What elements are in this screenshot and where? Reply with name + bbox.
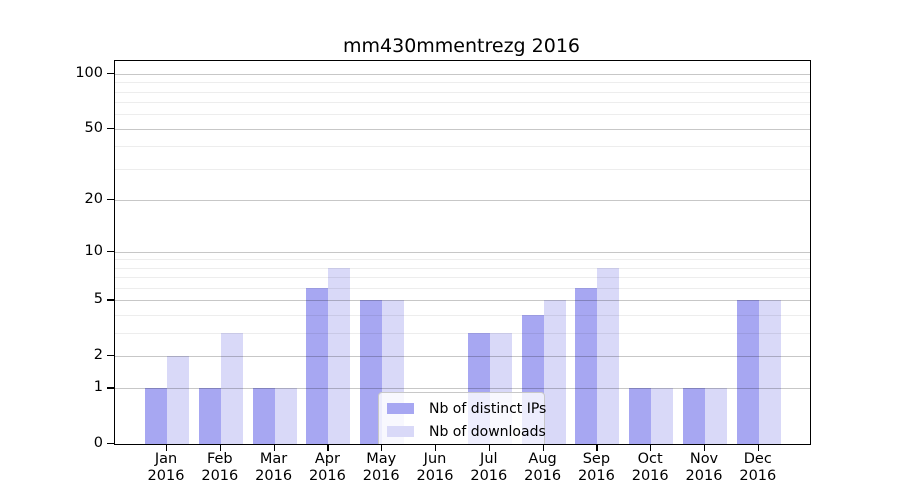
- x-label-feb: Feb 2016: [201, 451, 239, 484]
- x-label-jan: Jan 2016: [147, 451, 185, 484]
- x-label-nov: Nov 2016: [685, 451, 723, 484]
- y-tick-100: [107, 72, 114, 75]
- y-tick-label-5: 5: [93, 291, 103, 308]
- y-tick-label-50: 50: [84, 119, 103, 136]
- bar-downloads-dec: [758, 300, 781, 444]
- gridline-minor-40: [115, 146, 810, 148]
- x-tick-nov: [704, 444, 706, 451]
- gridline-minor-30: [115, 168, 810, 170]
- y-tick-label-100: 100: [75, 64, 103, 81]
- x-label-jul: Jul 2016: [470, 451, 508, 484]
- bar-distinct_ips-nov: [683, 388, 705, 444]
- gridline-major-10: [115, 251, 810, 253]
- bar-distinct_ips-oct: [629, 388, 652, 444]
- bar-downloads-apr: [328, 267, 351, 444]
- gridline-minor-9: [115, 259, 810, 261]
- bar-downloads-feb: [220, 332, 243, 444]
- bar-distinct_ips-dec: [736, 300, 759, 444]
- bar-downloads-jan: [167, 355, 189, 444]
- y-tick-0: [107, 443, 114, 445]
- gridline-minor-80: [115, 91, 810, 93]
- chart-title: mm430mmentrezg 2016: [343, 35, 580, 57]
- gridline-major-5: [115, 300, 810, 302]
- x-tick-dec: [757, 444, 760, 451]
- gridline-major-50: [115, 128, 810, 130]
- bar-downloads-oct: [651, 388, 674, 444]
- gridline-major-1: [115, 388, 810, 390]
- gridline-major-2: [115, 355, 810, 357]
- y-tick-5: [107, 299, 114, 301]
- gridline-minor-8: [115, 267, 810, 269]
- bar-distinct_ips-apr: [306, 287, 329, 444]
- x-tick-mar: [273, 444, 275, 451]
- bar-downloads-sep: [597, 267, 620, 444]
- x-label-may: May 2016: [362, 451, 400, 484]
- x-label-aug: Aug 2016: [524, 451, 562, 484]
- gridline-minor-3: [115, 332, 810, 334]
- gridline-minor-90: [115, 82, 810, 84]
- y-tick-50: [107, 127, 114, 130]
- x-tick-jun: [435, 444, 437, 451]
- x-tick-sep: [596, 444, 598, 451]
- bar-downloads-aug: [543, 300, 566, 444]
- y-tick-1: [107, 387, 114, 389]
- bar-distinct_ips-feb: [198, 388, 221, 444]
- x-tick-may: [381, 444, 383, 451]
- legend-swatch-downloads: [387, 426, 414, 437]
- y-tick-label-1: 1: [93, 379, 103, 396]
- gridline-minor-70: [115, 102, 810, 104]
- bar-downloads-nov: [705, 388, 727, 444]
- gridline-minor-60: [115, 114, 810, 116]
- legend-label: Nb of distinct IPs: [429, 400, 547, 417]
- x-tick-feb: [219, 444, 222, 451]
- x-label-jun: Jun 2016: [416, 451, 454, 484]
- y-tick-label-0: 0: [93, 435, 103, 451]
- bar-distinct_ips-may: [360, 300, 383, 444]
- gridline-minor-6: [115, 287, 810, 289]
- x-label-mar: Mar 2016: [255, 451, 293, 484]
- y-tick-2: [107, 354, 114, 357]
- gridline-minor-7: [115, 277, 810, 279]
- bar-downloads-mar: [274, 388, 297, 444]
- y-tick-10: [107, 250, 114, 253]
- y-tick-label-2: 2: [93, 346, 103, 363]
- legend-swatch-distinct-ips: [387, 403, 414, 414]
- bar-distinct_ips-sep: [575, 287, 598, 444]
- x-label-oct: Oct 2016: [631, 451, 669, 484]
- x-tick-oct: [650, 444, 652, 451]
- legend-item: Nb of downloads: [387, 422, 546, 441]
- x-tick-aug: [542, 444, 544, 451]
- legend-label: Nb of downloads: [429, 423, 546, 440]
- y-tick-label-20: 20: [84, 190, 103, 207]
- x-label-dec: Dec 2016: [739, 451, 777, 484]
- legend: Nb of distinct IPs Nb of downloads: [378, 392, 546, 444]
- plot-area: Nb of distinct IPs Nb of downloads: [114, 60, 811, 445]
- legend-item: Nb of distinct IPs: [387, 399, 546, 418]
- gridline-minor-4: [115, 314, 810, 316]
- gridline-major-100: [115, 73, 810, 75]
- bar-distinct_ips-jan: [145, 388, 167, 444]
- y-tick-20: [107, 198, 114, 201]
- x-label-apr: Apr 2016: [308, 451, 346, 484]
- bar-distinct_ips-mar: [252, 388, 275, 444]
- x-label-sep: Sep 2016: [577, 451, 615, 484]
- x-tick-jan: [166, 444, 168, 451]
- y-tick-label-10: 10: [84, 242, 103, 259]
- x-tick-apr: [327, 444, 329, 451]
- gridline-major-20: [115, 199, 810, 201]
- x-tick-jul: [488, 444, 491, 451]
